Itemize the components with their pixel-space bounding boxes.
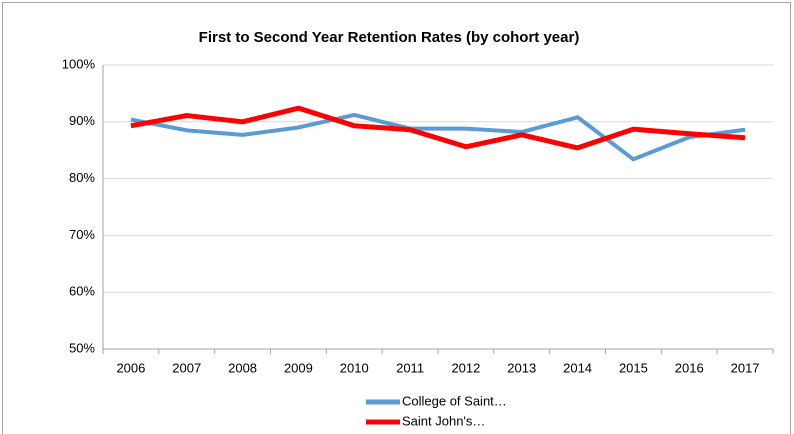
y-tick-label: 60%	[69, 284, 95, 299]
x-tick-label: 2010	[340, 360, 369, 375]
x-tick-label: 2015	[619, 360, 648, 375]
chart-title: First to Second Year Retention Rates (by…	[199, 29, 580, 46]
x-tick-label: 2006	[116, 360, 145, 375]
legend-label: College of Saint…	[402, 393, 507, 408]
x-tick-label: 2008	[228, 360, 257, 375]
y-tick-label: 80%	[69, 170, 95, 185]
x-tick-label: 2017	[731, 360, 760, 375]
series-line	[130, 112, 746, 162]
x-tick-label: 2012	[451, 360, 480, 375]
x-tick-label: 2009	[284, 360, 313, 375]
x-tick-label: 2013	[507, 360, 536, 375]
x-tick-label: 2016	[675, 360, 704, 375]
y-tick-label: 50%	[69, 340, 95, 355]
y-tick-label: 90%	[69, 113, 95, 128]
y-tick-label: 70%	[69, 227, 95, 242]
legend-label: Saint John's…	[402, 413, 485, 428]
x-tick-label: 2014	[563, 360, 592, 375]
x-tick-label: 2007	[172, 360, 201, 375]
x-tick-label: 2011	[396, 360, 424, 375]
y-tick-label: 100%	[62, 56, 96, 71]
series-line	[130, 105, 746, 151]
